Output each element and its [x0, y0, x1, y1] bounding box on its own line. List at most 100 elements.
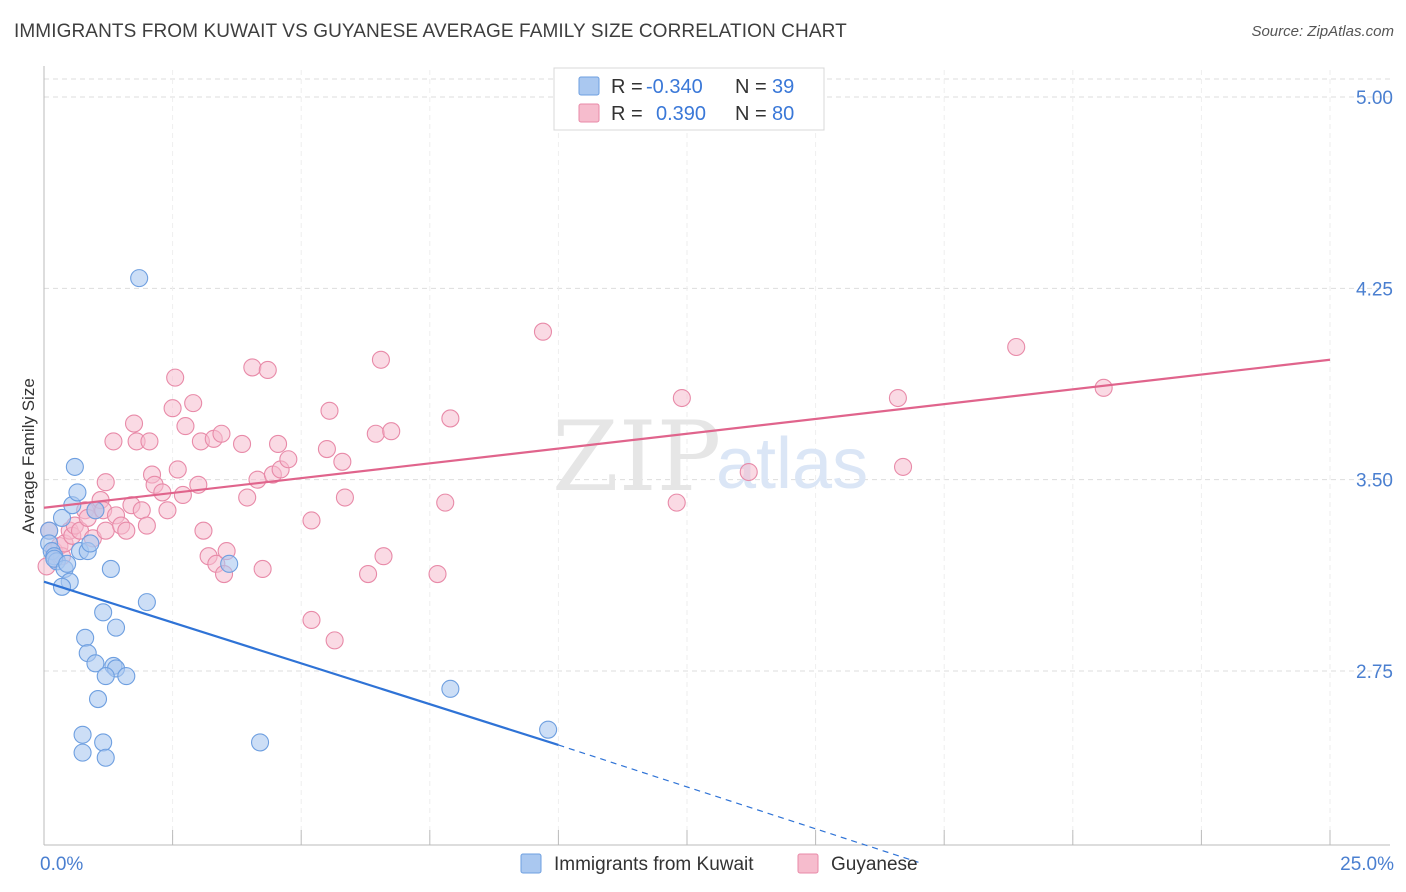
guyanese-point-34 [173, 485, 192, 505]
guyanese-point-74 [739, 462, 758, 482]
guyanese-point-78 [1094, 378, 1113, 397]
guyanese-point-56 [302, 511, 321, 530]
legend-r-label-guyanese: R = [611, 103, 643, 125]
y-axis-label: Average Family Size [19, 378, 38, 534]
guyanese-point-49 [248, 470, 267, 489]
kuwait-point-19 [94, 603, 113, 622]
guyanese-point-32 [166, 368, 185, 387]
guyanese-point-64 [366, 424, 385, 443]
kuwait-point-18 [101, 559, 120, 579]
guyanese-point-62 [335, 488, 354, 507]
trend-lines [43, 358, 1331, 863]
guyanese-point-71 [533, 322, 553, 341]
kuwait-point-29 [73, 725, 92, 744]
source-attribution: Source: ZipAtlas.com [1251, 23, 1394, 40]
kuwait-point-23 [86, 654, 105, 673]
guyanese-point-73 [667, 493, 686, 512]
x-tick-labels: 0.0% 25.0% [40, 854, 1394, 875]
kuwait-point-28 [88, 690, 108, 709]
kuwait-point-32 [96, 748, 115, 767]
guyanese-point-55 [279, 450, 298, 469]
guyanese-point-20 [117, 521, 136, 540]
kuwait-point-21 [76, 628, 95, 647]
axes [43, 66, 1390, 846]
legend-n-label-guyanese: N = [735, 103, 767, 125]
gridlines [44, 70, 1390, 845]
watermark-atlas: atlas [716, 424, 868, 504]
guyanese-point-75 [888, 388, 907, 408]
guyanese-point-26 [140, 432, 159, 451]
guyanese-point-59 [320, 401, 339, 420]
kuwait-point-17 [86, 501, 105, 520]
bottom-legend-swatch-guyanese [797, 853, 819, 874]
kuwait-trend-line [43, 580, 559, 747]
kuwait-point-20 [106, 618, 126, 637]
guyanese-point-15 [96, 521, 115, 540]
kuwait-point-30 [94, 733, 113, 752]
legend-swatch-kuwait [578, 76, 600, 96]
kuwait-point-37 [441, 679, 460, 698]
guyanese-point-25 [137, 516, 156, 535]
guyanese-point-36 [184, 394, 203, 413]
correlation-legend: R = -0.340 N = 39 R = 0.390 N = 80 [553, 67, 825, 131]
legend-r-value-kuwait: -0.340 [646, 76, 703, 98]
guyanese-point-66 [374, 547, 393, 566]
guyanese-point-61 [333, 452, 352, 471]
x-tick-label-1: 25.0% [1340, 854, 1394, 875]
kuwait-point-26 [96, 667, 115, 686]
guyanese-point-68 [428, 565, 447, 584]
guyanese-point-70 [441, 409, 460, 428]
watermark-zip: ZIP [552, 401, 721, 513]
guyanese-point-33 [168, 460, 187, 479]
y-tick-label-2: 4.25 [1356, 279, 1393, 300]
guyanese-point-35 [176, 417, 195, 436]
kuwait-point-36 [250, 733, 270, 752]
y-tick-label-0: 2.75 [1356, 662, 1393, 683]
guyanese-point-58 [317, 440, 336, 459]
kuwait-point-34 [137, 593, 156, 612]
bottom-legend-label-guyanese: Guyanese [831, 854, 918, 875]
guyanese-point-50 [253, 559, 272, 579]
kuwait-points [40, 269, 558, 767]
kuwait-point-8 [58, 554, 77, 573]
kuwait-point-16 [81, 534, 100, 553]
guyanese-point-76 [893, 457, 913, 476]
kuwait-point-35 [220, 554, 239, 573]
kuwait-point-27 [117, 667, 136, 686]
guyanese-point-39 [194, 521, 213, 540]
chart-title: IMMIGRANTS FROM KUWAIT VS GUYANESE AVERA… [14, 21, 847, 42]
kuwait-point-31 [73, 743, 92, 762]
guyanese-point-77 [1007, 337, 1026, 357]
legend-n-value-guyanese: 80 [772, 103, 794, 125]
kuwait-point-13 [68, 483, 87, 502]
kuwait-point-33 [130, 269, 149, 288]
watermark: ZIP atlas [552, 401, 868, 513]
bottom-legend-swatch-kuwait [520, 853, 542, 874]
kuwait-point-6 [52, 508, 72, 527]
legend-n-label-kuwait: N = [735, 76, 767, 98]
legend-n-value-kuwait: 39 [772, 76, 794, 98]
guyanese-point-47 [238, 488, 257, 507]
y-tick-label-1: 3.50 [1356, 471, 1393, 492]
guyanese-point-17 [104, 432, 123, 451]
guyanese-point-53 [269, 434, 288, 454]
kuwait-trend-extension [558, 744, 919, 863]
guyanese-point-43 [212, 424, 231, 443]
y-tick-label-3: 5.00 [1356, 88, 1393, 109]
guyanese-point-60 [325, 631, 344, 650]
guyanese-point-16 [96, 473, 115, 492]
y-tick-labels: 2.75 3.50 4.25 5.00 [1356, 88, 1393, 683]
guyanese-point-57 [302, 610, 321, 630]
guyanese-point-31 [163, 399, 182, 418]
x-tick-label-0: 0.0% [40, 854, 83, 875]
legend-r-value-guyanese: 0.390 [656, 103, 706, 125]
guyanese-point-65 [371, 350, 390, 369]
guyanese-point-63 [359, 565, 378, 584]
legend-swatch-guyanese [578, 103, 600, 123]
guyanese-point-51 [258, 360, 277, 380]
guyanese-point-46 [232, 434, 252, 454]
bottom-legend-label-kuwait: Immigrants from Kuwait [554, 854, 754, 875]
guyanese-point-72 [672, 388, 691, 408]
guyanese-point-30 [158, 501, 177, 520]
